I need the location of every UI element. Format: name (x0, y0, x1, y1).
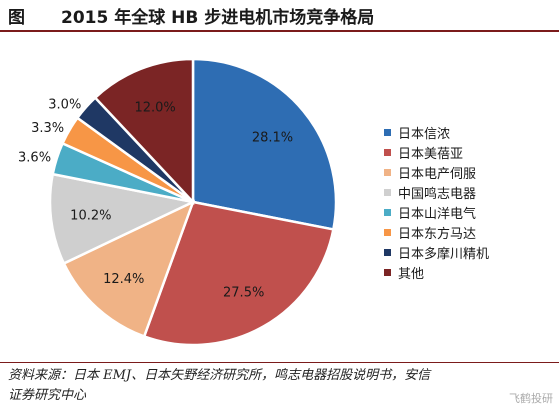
legend-swatch (384, 169, 391, 176)
pie-slice (48, 172, 197, 266)
legend-label: 日本东方马达 (398, 226, 476, 242)
legend-label: 日本山洋电气 (398, 206, 476, 222)
legend-swatch (384, 149, 391, 156)
slice-label: 3.6% (18, 151, 51, 166)
chart-header: 图 2015 年全球 HB 步进电机市场竞争格局 (0, 0, 559, 30)
pie-slice (62, 199, 196, 339)
slice-label: 27.5% (223, 286, 264, 301)
legend-label: 日本电产伺服 (398, 167, 476, 182)
legend-label: 日本美蓓亚 (398, 147, 463, 162)
slice-label: 28.1% (252, 131, 293, 146)
legend-swatch (384, 229, 391, 236)
slice-label: 3.3% (31, 121, 64, 136)
source-line-2: 证券研究中心 (8, 388, 87, 403)
legend-label: 其他 (398, 267, 424, 282)
bottom-divider (0, 362, 559, 363)
pie-slice (93, 57, 195, 206)
source-line-1: 资料来源：日本 EMJ、日本矢野经济研究所，鸣志电器招股说明书，安信 (8, 368, 431, 383)
legend-label: 日本信浓 (398, 127, 450, 142)
legend-swatch (384, 249, 391, 256)
legend-swatch (384, 209, 391, 216)
slice-label: 12.4% (103, 272, 144, 287)
legend-label: 中国鸣志电器 (398, 186, 476, 202)
figure-label: 图 (8, 7, 25, 28)
slice-label: 12.0% (134, 100, 175, 115)
slice-label: 3.0% (48, 97, 81, 112)
legend-label: 日本多摩川精机 (398, 246, 489, 262)
watermark: 飞鹤投研 (509, 392, 553, 405)
source-note: 资料来源：日本 EMJ、日本矢野经济研究所，鸣志电器招股说明书，安信 证券研究中… (8, 366, 548, 406)
legend-swatch (384, 129, 391, 136)
legend-swatch (384, 269, 391, 276)
pie-chart: 28.1% 27.5% 12.4% 10.2% 3.6% 3.3% 3.0% 12.0% 日本信… (18, 57, 489, 347)
pie-slice (142, 200, 335, 347)
legend-swatch (384, 189, 391, 196)
slice-label: 10.2% (70, 209, 111, 224)
top-divider (0, 30, 559, 32)
pie-slice (191, 57, 338, 231)
chart-title: 2015 年全球 HB 步进电机市场竞争格局 (61, 7, 375, 28)
